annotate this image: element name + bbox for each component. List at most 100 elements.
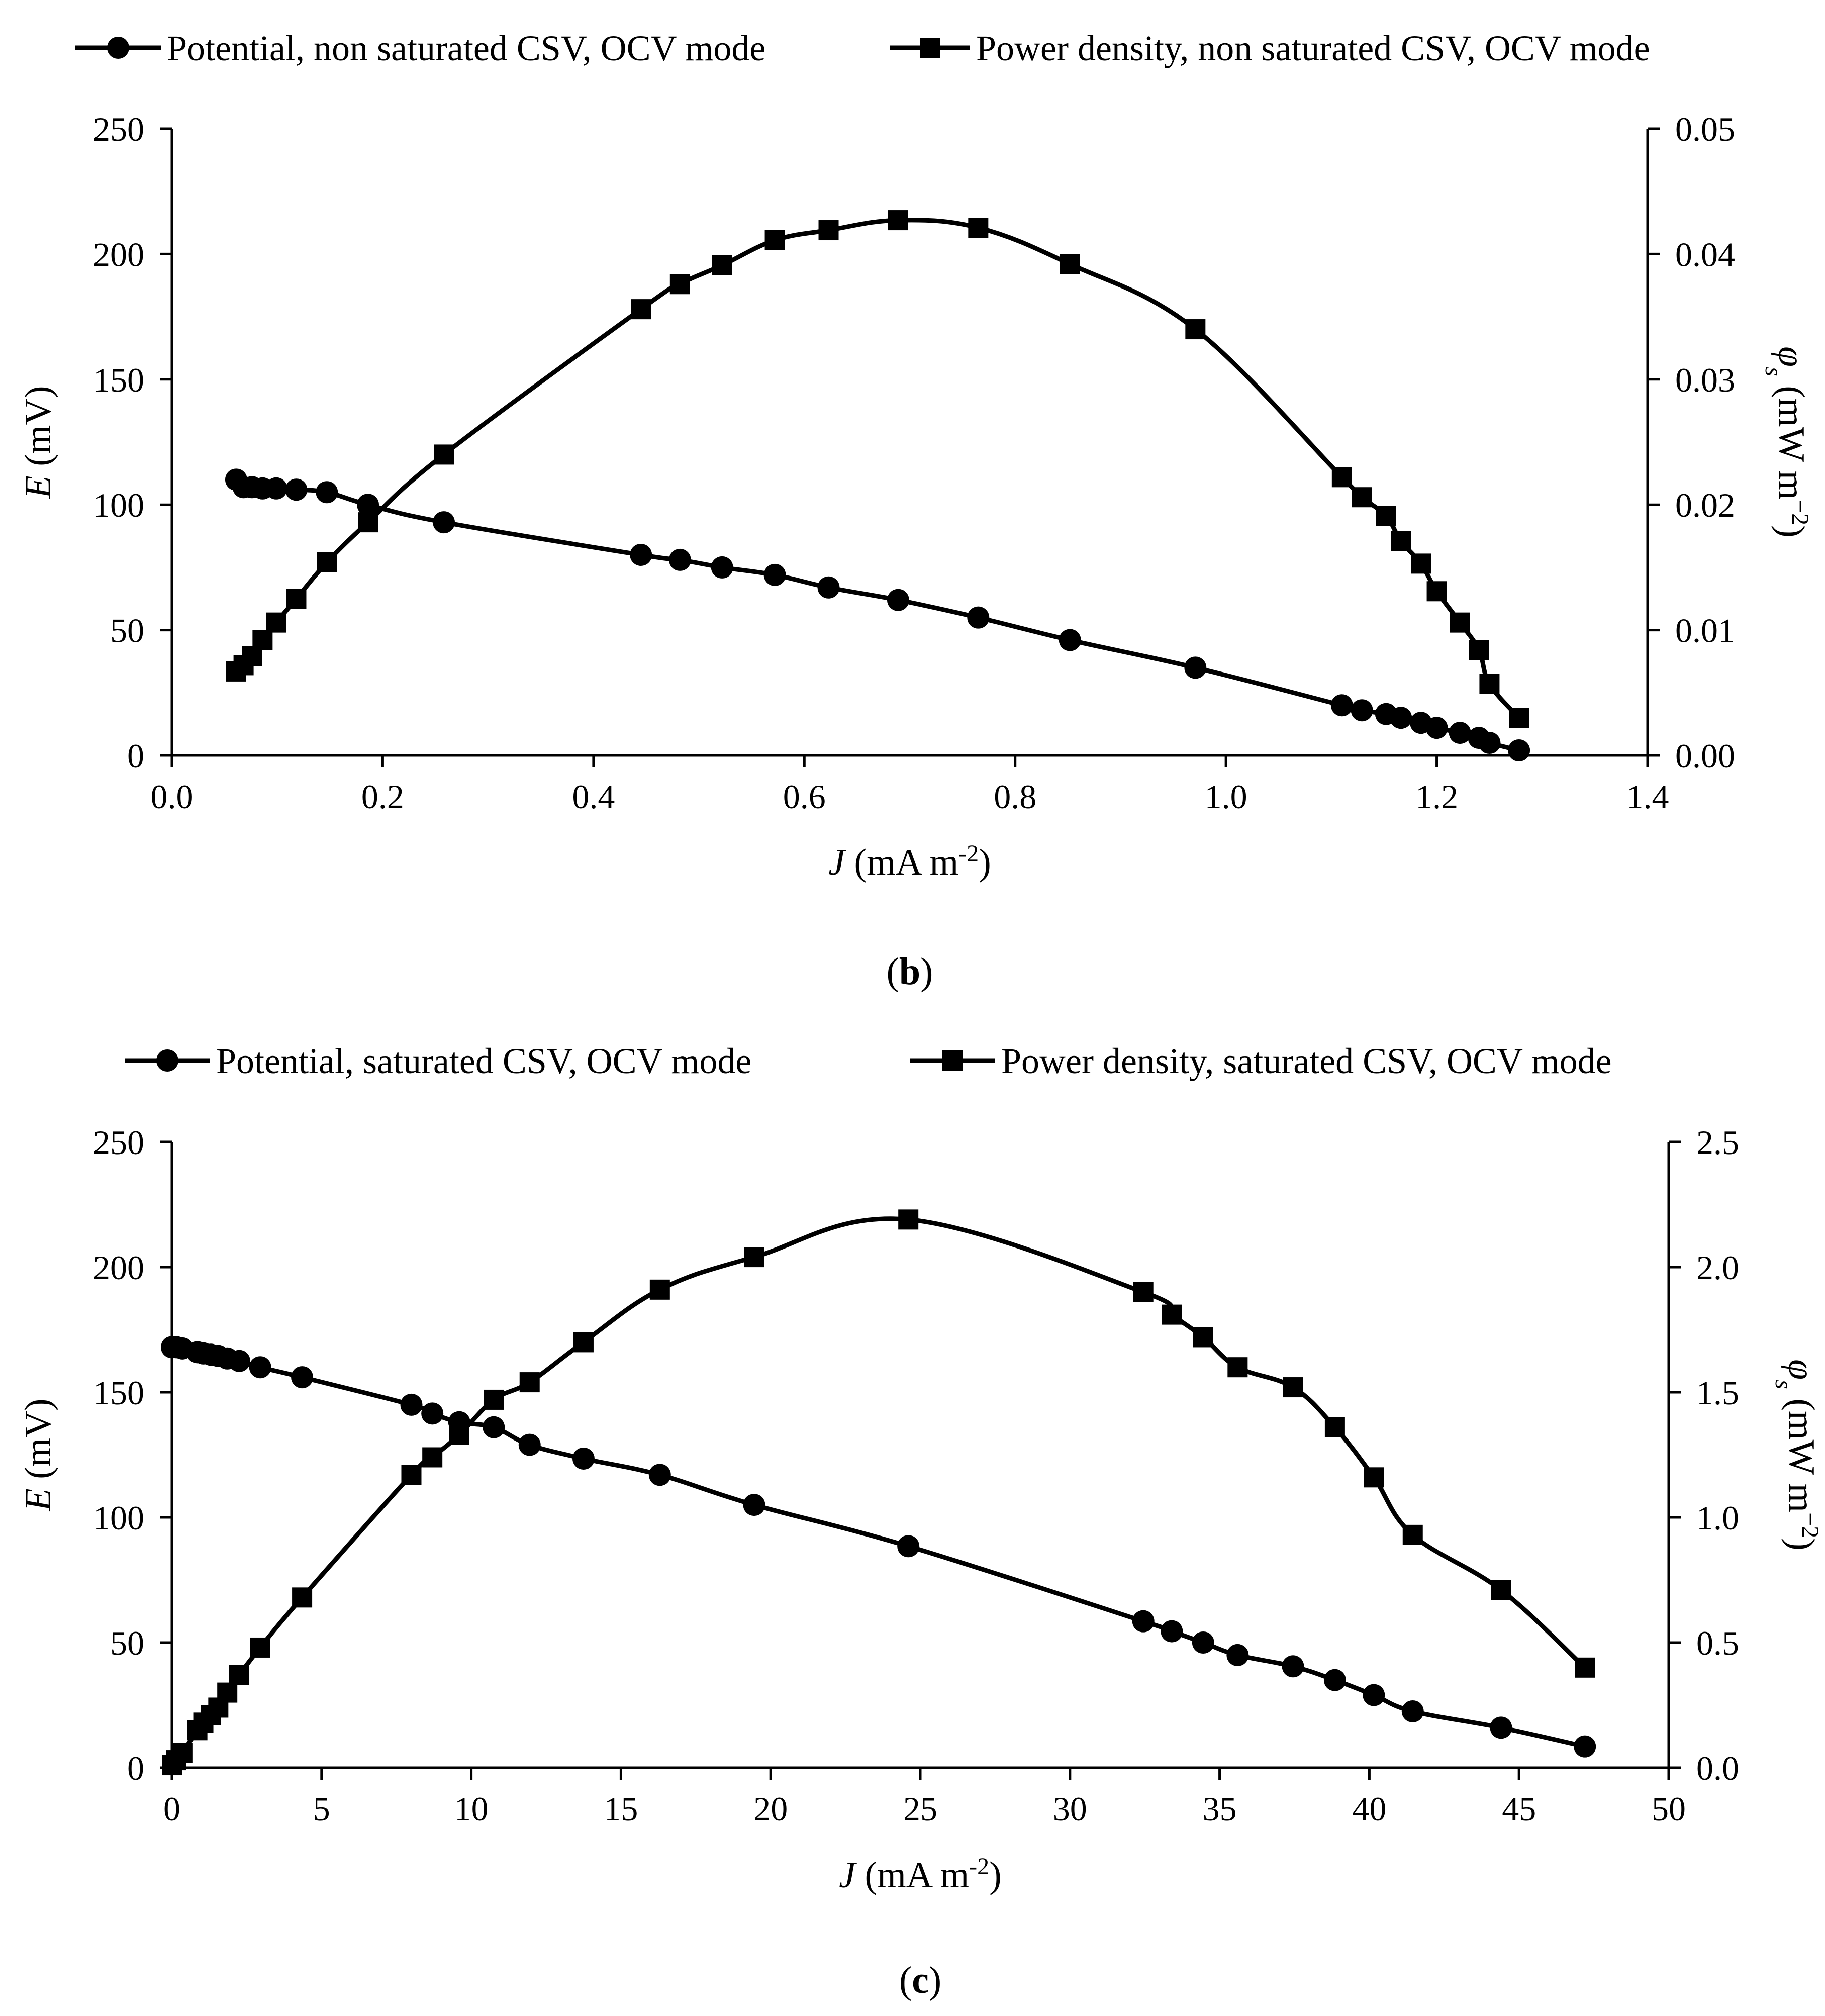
panel-label-close: ) <box>929 1959 941 2001</box>
series-line <box>170 1216 1587 1767</box>
data-point <box>250 1637 270 1658</box>
legend-item: Potential, non saturated CSV, OCV mode <box>75 28 765 68</box>
data-point <box>1330 694 1353 717</box>
data-point <box>1162 1304 1182 1325</box>
legend-label: Potential, non saturated CSV, OCV mode <box>167 28 765 68</box>
y-right-tick-label: 0.00 <box>1675 737 1735 775</box>
series-potential <box>161 1336 1596 1758</box>
y-right-axis-title-variable: φ <box>1771 346 1812 367</box>
series-potential <box>225 468 1530 762</box>
x-tick-label: 0.0 <box>151 778 194 816</box>
y-right-axis-title: φs (mW m−2) <box>1761 346 1814 538</box>
x-tick-label: 1.4 <box>1626 778 1669 816</box>
y-left-axis-title-variable: E <box>18 475 59 499</box>
data-point <box>669 274 690 295</box>
y-right-tick-label: 0.03 <box>1675 361 1735 399</box>
y-left-tick-label: 200 <box>93 1249 144 1287</box>
y-right-axis-title-variable: φ <box>1781 1359 1822 1380</box>
panel-label-letter: b <box>899 950 920 993</box>
data-point <box>292 1587 313 1608</box>
y-left-axis-title-variable: E <box>18 1488 59 1511</box>
data-point <box>252 630 273 650</box>
data-point <box>630 543 652 566</box>
data-point <box>968 218 989 238</box>
data-point <box>286 589 307 609</box>
data-point <box>967 606 990 629</box>
data-point <box>1193 1327 1213 1348</box>
data-point <box>228 1350 251 1372</box>
x-tick-label: 0.2 <box>361 778 404 816</box>
y-right-tick-label: 0.5 <box>1696 1624 1739 1662</box>
x-tick-label: 30 <box>1053 1790 1087 1828</box>
data-point <box>1352 487 1372 508</box>
data-point <box>1161 1620 1183 1643</box>
data-point <box>1401 1700 1424 1722</box>
y-right-axis-title: φs (mW m−2) <box>1771 1359 1824 1551</box>
x-axis-title: J (mA m-2) <box>828 840 991 884</box>
legend-item: Potential, saturated CSV, OCV mode <box>125 1041 751 1081</box>
data-point <box>1411 553 1431 574</box>
y-right-axis-title-exponent: −2 <box>1797 1512 1824 1538</box>
data-point <box>1363 1684 1385 1706</box>
x-tick-label: 20 <box>753 1790 788 1828</box>
data-point <box>1509 708 1529 728</box>
x-axis-title-close: ) <box>979 842 991 883</box>
series-line <box>235 218 1521 720</box>
data-point <box>817 576 840 599</box>
y-left-tick-label: 150 <box>93 1374 144 1412</box>
x-tick-label: 0.4 <box>572 778 615 816</box>
legend-label: Power density, saturated CSV, OCV mode <box>1001 1041 1612 1081</box>
x-tick-label: 15 <box>604 1790 638 1828</box>
data-point <box>217 1682 238 1703</box>
data-point <box>888 210 908 231</box>
data-point <box>1364 1467 1384 1488</box>
panel-label: (c) <box>899 1959 941 2001</box>
data-point <box>1391 531 1411 551</box>
data-point <box>1490 1716 1512 1739</box>
data-point <box>400 1393 423 1416</box>
y-right-tick-label: 0.0 <box>1696 1749 1739 1787</box>
x-tick-label: 0.8 <box>994 778 1036 816</box>
y-right-tick-label: 1.5 <box>1696 1374 1739 1412</box>
data-point <box>1192 1631 1214 1654</box>
y-right-axis-title-exponent: −2 <box>1787 500 1814 525</box>
data-point <box>1376 506 1396 526</box>
series-line <box>234 478 1520 753</box>
y-left-tick-label: 50 <box>110 612 144 650</box>
x-tick-label: 0 <box>163 1790 180 1828</box>
data-point <box>1323 1669 1346 1691</box>
legend-item: Power density, non saturated CSV, OCV mo… <box>890 28 1650 68</box>
x-tick-label: 10 <box>454 1790 489 1828</box>
data-point <box>1060 254 1080 274</box>
data-point <box>291 1366 314 1389</box>
x-axis-title-variable: J <box>828 842 846 883</box>
data-point <box>519 1372 540 1393</box>
x-tick-label: 1.2 <box>1415 778 1458 816</box>
data-point <box>648 1464 671 1486</box>
y-right-tick-label: 0.01 <box>1675 612 1735 650</box>
data-point <box>712 255 732 275</box>
data-point <box>1283 1377 1303 1398</box>
y-left-tick-label: 200 <box>93 235 144 273</box>
data-point <box>1185 319 1206 340</box>
legend-marker-circle <box>107 37 129 59</box>
data-point <box>1575 1657 1595 1678</box>
data-point <box>449 1424 469 1445</box>
data-point <box>434 444 454 465</box>
data-point <box>1478 732 1501 754</box>
data-point <box>484 1389 504 1410</box>
data-point <box>317 552 337 572</box>
data-point <box>1184 656 1207 679</box>
legend: Potential, non saturated CSV, OCV mode Po… <box>75 28 1650 68</box>
y-left-tick-label: 50 <box>110 1624 144 1662</box>
data-point <box>401 1465 422 1485</box>
data-point <box>744 1247 764 1268</box>
data-point <box>1574 1735 1596 1758</box>
data-point <box>1324 1417 1345 1437</box>
data-point <box>421 1402 444 1425</box>
data-point <box>285 478 308 501</box>
x-axis-title-exponent: -2 <box>969 1853 989 1880</box>
axes: 0 5 10 15 20 25 30 35 40 45 50 0 50 100 150 200 250 0.0 0.… <box>93 1123 1739 1828</box>
data-point <box>1390 707 1412 729</box>
